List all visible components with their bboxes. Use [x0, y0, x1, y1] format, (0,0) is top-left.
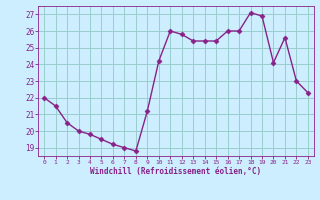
X-axis label: Windchill (Refroidissement éolien,°C): Windchill (Refroidissement éolien,°C)	[91, 167, 261, 176]
